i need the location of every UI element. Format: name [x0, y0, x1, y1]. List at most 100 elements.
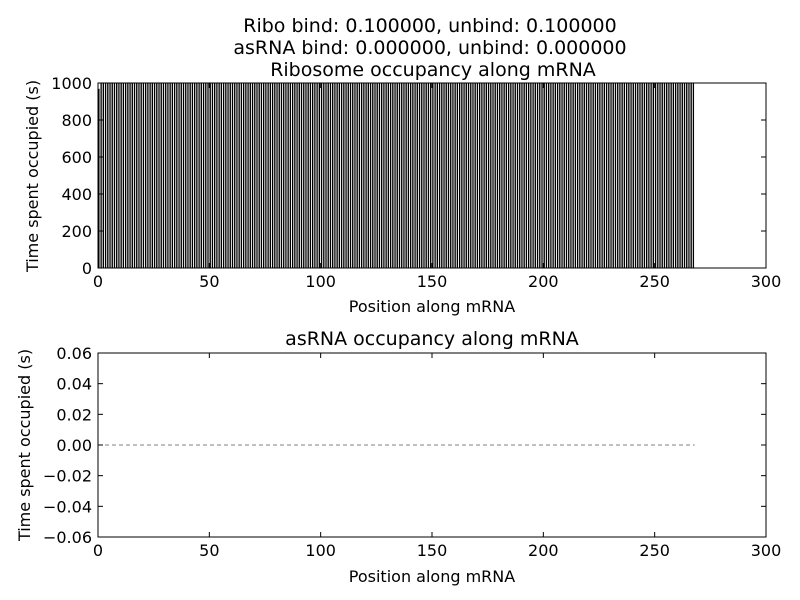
ribosome-bar [661, 82, 664, 269]
ribosome-bar [585, 82, 588, 269]
ribosome-bar [560, 82, 564, 269]
ribosome-bar [231, 82, 234, 269]
ribosome-bar [246, 82, 250, 269]
ribosome-bar [271, 82, 274, 269]
ribosome-bar [494, 82, 497, 269]
asrna-y-tick-label: −0.06 [43, 528, 92, 547]
asrna-x-ticks: 0 50 100 150 200 250 300 [93, 353, 781, 560]
ribosome-bar [572, 82, 575, 269]
ribosome-bar [280, 82, 283, 269]
ribosome-bar [438, 82, 441, 269]
ribosome-bar [491, 82, 495, 269]
ribosome-bar [327, 82, 330, 269]
ribosome-bar [240, 82, 243, 269]
ribosome-bar [378, 82, 381, 269]
ribosome-bar [656, 82, 659, 269]
ribosome-bar [667, 82, 671, 269]
ribosome-bar [407, 82, 410, 269]
ribosome-bar [329, 82, 332, 269]
ribosome-bar [554, 82, 557, 269]
ribosome-bar [592, 82, 595, 269]
ribosome-bar [525, 82, 528, 269]
ribosome-chart: Ribosome occupancy along mRNA 0 50 100 150 2… [23, 59, 781, 316]
asrna-x-tick-label: 0 [93, 541, 103, 560]
ribosome-bar [580, 82, 584, 269]
ribosome-bar [456, 82, 459, 269]
ribosome-bar [500, 82, 504, 269]
ribosome-bar [516, 82, 519, 269]
ribosome-bar [425, 82, 428, 269]
ribosome-bar [398, 82, 401, 269]
ribosome-bar [429, 82, 432, 269]
ribosome-bar [420, 82, 423, 269]
ribosome-bar [503, 82, 506, 269]
ribosome-bar [373, 82, 377, 269]
ribosome-bar [342, 82, 345, 269]
ribosome-bar [382, 82, 386, 269]
ribosome-bar [235, 82, 239, 269]
ribosome-bar [496, 82, 499, 269]
ribosome-bar [166, 82, 170, 269]
ribosome-bar [220, 82, 223, 269]
ribosome-bar [576, 82, 579, 269]
ribosome-bar [358, 82, 361, 269]
ribosome-bar [206, 82, 210, 269]
ribosome-bar [356, 82, 359, 269]
ribosome-bar [108, 82, 112, 269]
ribosome-bar [449, 82, 452, 269]
ribosome-bar [641, 82, 644, 269]
ribosome-bar [171, 82, 174, 269]
ribosome-bar [155, 82, 158, 269]
ribosome-bar [200, 82, 203, 269]
ribosome-x-tick-label: 250 [639, 272, 670, 291]
ribosome-bar [692, 82, 695, 269]
ribosome-y-tick-label: 200 [61, 222, 92, 241]
ribosome-bar [367, 82, 370, 269]
ribosome-bar [338, 82, 341, 269]
ribosome-y-tick-label: 0 [82, 259, 92, 278]
ribosome-bar [436, 82, 439, 269]
ribosome-bar [275, 82, 279, 269]
ribosome-bar [298, 82, 301, 269]
ribosome-bar [347, 82, 350, 269]
ribosome-bar [683, 82, 686, 269]
ribosome-bar [218, 82, 221, 269]
ribosome-bar [131, 82, 134, 269]
ribosome-bar [480, 82, 483, 269]
ribosome-bar [607, 82, 610, 269]
ribosome-bar [204, 82, 207, 269]
ribosome-bar [685, 82, 688, 269]
ribosome-bar [509, 82, 512, 269]
ribosome-bar [140, 82, 143, 269]
ribosome-x-tick-label: 200 [528, 272, 559, 291]
ribosome-bar [543, 82, 546, 269]
ribosome-bar [687, 82, 691, 269]
ribosome-bar [148, 82, 152, 269]
ribosome-bar [351, 82, 354, 269]
ribosome-bar [128, 82, 132, 269]
ribosome-bar [244, 82, 247, 269]
ribosome-bar [102, 82, 105, 269]
ribosome-bar [106, 82, 109, 269]
ribosome-bar [485, 82, 488, 269]
ribosome-bar [151, 82, 154, 269]
ribosome-bar [520, 82, 524, 269]
ribosome-bar [142, 82, 145, 269]
ribosome-bar [569, 82, 573, 269]
ribosome-bar [146, 82, 149, 269]
ribosome-y-ticks: 0 200 400 600 800 1000 [51, 74, 766, 278]
ribosome-bar [253, 82, 256, 269]
ribosome-bar [632, 82, 635, 269]
ribosome-bar [616, 82, 619, 269]
asrna-y-tick-label: −0.02 [43, 467, 92, 486]
ribosome-bar [547, 82, 550, 269]
ribosome-bar [302, 82, 305, 269]
ribosome-bar [117, 82, 121, 269]
ribosome-bar [431, 82, 435, 269]
ribosome-bar [589, 82, 593, 269]
ribosome-bar [126, 82, 129, 269]
ribosome-bar [311, 82, 314, 269]
ribosome-bar [545, 82, 548, 269]
ribosome-bar [636, 82, 639, 269]
